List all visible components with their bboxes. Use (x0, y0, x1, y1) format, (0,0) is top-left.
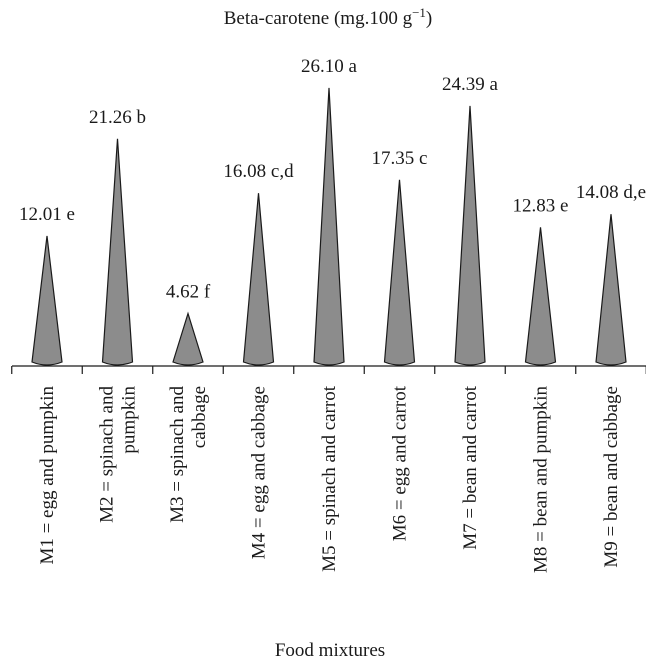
category-label-line: M6 = egg and carrot (390, 385, 411, 541)
cone-bar (172, 311, 204, 366)
category-label: M6 = egg and carrot (390, 385, 411, 541)
data-label: 16.08 c,d (223, 161, 294, 182)
cone-bar (383, 179, 416, 366)
x-axis-ticks (11, 366, 646, 374)
cone-bar (313, 87, 345, 366)
cone-bar (524, 227, 557, 366)
x-axis-label: Food mixtures (275, 640, 385, 661)
data-labels: 12.01 e 21.26 b 4.62 f 16.08 c,d 26.10 a 17.3… (19, 56, 646, 303)
cone-bar (31, 235, 63, 366)
cone-bar (595, 214, 627, 366)
category-label: M9 = bean and cabbage (601, 386, 622, 568)
chart-title-main: Beta-carotene (mg.100 g (224, 8, 413, 29)
data-label: 26.10 a (301, 56, 358, 77)
category-label: M5 = spinach and carrot (319, 385, 340, 572)
data-label: 24.39 a (442, 74, 499, 95)
category-label: M7 = bean and carrot (460, 385, 481, 549)
category-label-line: pumpkin (119, 386, 140, 454)
x-axis-category-labels: M1 = egg and pumpkin M2 = spinach and pump… (37, 385, 622, 573)
category-label-line: M2 = spinach and (97, 386, 118, 523)
category-label: M8 = bean and pumpkin (531, 386, 552, 573)
category-label-line: M5 = spinach and carrot (319, 385, 340, 572)
category-label-line: M1 = egg and pumpkin (37, 386, 58, 565)
cone-bar (454, 105, 486, 366)
data-label: 12.01 e (19, 204, 75, 225)
cone-bar (242, 193, 275, 366)
chart-title-superscript: −1 (412, 5, 426, 20)
data-label: 21.26 b (89, 107, 146, 128)
category-label-line: M4 = egg and cabbage (249, 386, 270, 559)
chart-title-close: ) (426, 8, 432, 29)
chart-title: Beta-carotene (mg.100 g−1) (224, 5, 433, 29)
data-label: 14.08 d,e (576, 182, 646, 203)
category-label: M3 = spinach and cabbage (167, 386, 210, 523)
cone-bars (31, 87, 627, 366)
category-label-line: M3 = spinach and (167, 386, 188, 523)
category-label: M4 = egg and cabbage (249, 386, 270, 559)
category-label: M1 = egg and pumpkin (37, 386, 58, 565)
data-label: 4.62 f (166, 281, 211, 302)
data-label: 12.83 e (513, 195, 569, 216)
data-label: 17.35 c (372, 148, 428, 169)
category-label-line: cabbage (189, 386, 210, 448)
category-label-line: M8 = bean and pumpkin (531, 386, 552, 573)
category-label-line: M7 = bean and carrot (460, 385, 481, 549)
category-label-line: M9 = bean and cabbage (601, 386, 622, 568)
cone-bar (101, 138, 134, 366)
category-label: M2 = spinach and pumpkin (97, 386, 140, 523)
